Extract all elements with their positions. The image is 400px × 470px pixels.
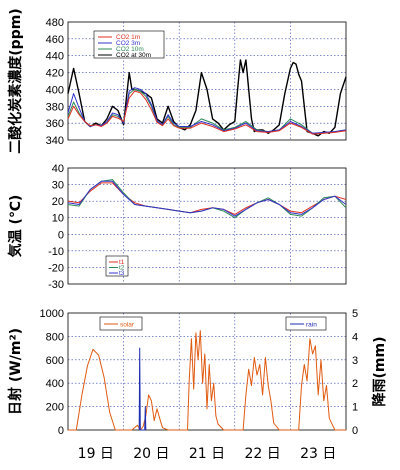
y-tick-label: 200: [46, 402, 64, 414]
legend-label: t1: [119, 259, 125, 266]
x-tick-label: 21 日: [189, 446, 225, 462]
y-tick-label: -10: [48, 246, 64, 258]
series-line-rain: [138, 347, 147, 431]
series-line-co2-at-30m: [67, 59, 347, 137]
legend-box: [93, 30, 165, 59]
y-tick-label: 0: [58, 229, 64, 241]
y-axis-label: 日射 (W/m²): [7, 328, 24, 415]
y-right-tick-label: 0: [352, 425, 358, 437]
chart-panel-1: 340 360 380 400 420 440 460 480 二酸化炭素濃度(ppm) CO2 …: [7, 8, 347, 154]
y-tick-label: 420: [46, 68, 64, 80]
series-line-t1: [67, 182, 347, 215]
y-tick-label: 380: [46, 101, 64, 113]
y-tick-label: 400: [46, 84, 64, 96]
legend-label: t2: [119, 265, 125, 272]
series-line-co2-1m: [67, 90, 347, 135]
y-tick-label: 10: [52, 213, 64, 225]
y-tick-label: -20: [48, 262, 64, 274]
y-tick-label: 340: [46, 135, 64, 147]
y-tick-label: 1000: [40, 308, 64, 320]
legend-label: CO2 3m: [116, 40, 140, 47]
y-right-tick-label: 2: [352, 378, 358, 390]
y-axis-label: 気温 (℃): [7, 195, 24, 258]
y-tick-label: 400: [46, 378, 64, 390]
x-tick-label: 19 日: [78, 446, 114, 462]
legend-box-solar: [99, 316, 143, 331]
y-tick-label: 460: [46, 34, 64, 46]
legend-label: CO2 at 30m: [116, 52, 151, 59]
y-right-tick-label: 1: [352, 402, 358, 414]
legend-label-rain: rain: [306, 322, 317, 329]
y-tick-label: 440: [46, 51, 64, 63]
y-tick-label: 800: [46, 331, 64, 343]
y-right-tick-label: 4: [352, 331, 358, 343]
x-tick-label: 23 日: [300, 446, 336, 462]
legend: solar rain: [99, 316, 327, 331]
y-right-tick-label: 5: [352, 308, 358, 320]
y-tick-label: 20: [52, 196, 64, 208]
y-axis-right-label: 降雨(mm): [371, 337, 388, 407]
legend-label: CO2 10m: [116, 46, 144, 53]
y-tick-label: 40: [52, 163, 64, 175]
series-line-t3: [67, 180, 347, 217]
legend-label-solar: solar: [120, 322, 135, 329]
legend-label: t3: [119, 270, 125, 277]
y-tick-label: 0: [58, 425, 64, 437]
y-tick-label: 360: [46, 118, 64, 130]
series-line-solar: [68, 330, 346, 431]
y-tick-label: 600: [46, 355, 64, 367]
plot-frame: [67, 167, 347, 285]
series-line-co2-3m: [67, 87, 347, 134]
legend-box-rain: [285, 316, 327, 331]
chart-panel-3: 0 200 400 600 800 1000 日射 (W/m²) 0 1 2 3 4 5 降雨(mm) 19…: [7, 308, 388, 462]
y-tick-label: 30: [52, 180, 64, 192]
legend-box: [105, 255, 129, 277]
x-tick-label: 20 日: [133, 446, 169, 462]
legend-label: CO2 1m: [116, 34, 140, 41]
y-right-tick-label: 3: [352, 355, 358, 367]
plot-frame: [67, 312, 347, 431]
y-tick-label: 480: [46, 17, 64, 29]
y-axis-label: 二酸化炭素濃度(ppm): [7, 8, 24, 153]
plot-frame: [67, 21, 347, 141]
y-tick-label: -30: [48, 279, 64, 291]
x-tick-label: 22 日: [244, 446, 280, 462]
